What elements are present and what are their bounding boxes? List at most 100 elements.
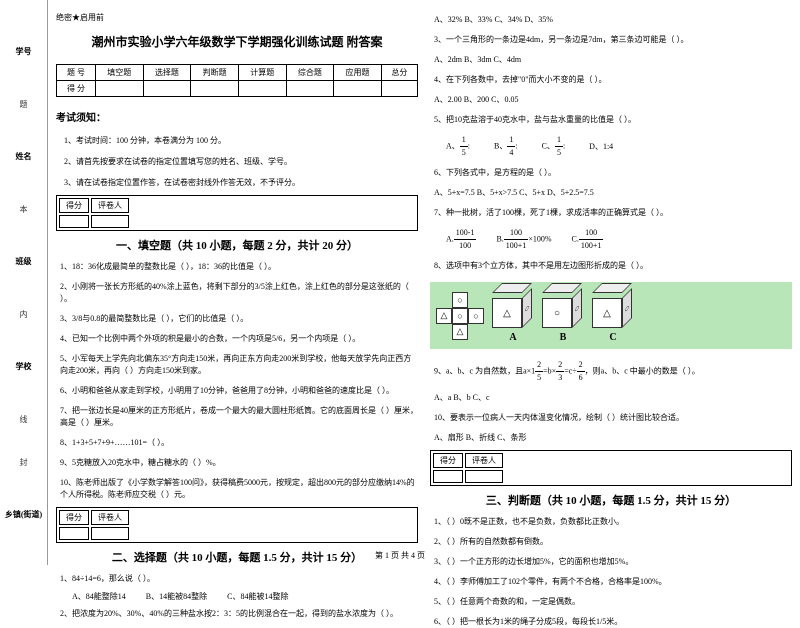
- opt: C、84能被14整除: [227, 591, 288, 602]
- question: 7、种一批树，活了100棵，死了1棵，求成活率的正确算式是（ ）。: [430, 207, 792, 219]
- question: 7、把一张边长是40厘米的正方形纸片，卷成一个最大的最大圆柱形纸筒。它的底面周长…: [56, 405, 418, 429]
- cube-top: [542, 283, 582, 293]
- denominator: 100: [454, 240, 477, 252]
- cube-b: ○○: [542, 288, 584, 330]
- colon: :: [563, 141, 565, 150]
- score-header: 判断题: [191, 65, 239, 81]
- cube-label: A: [492, 332, 534, 343]
- question: 3、3/8与0.8的最简整数比是（ ），它们的比值是（ ）。: [56, 313, 418, 325]
- opt-c-frac: C.100100+1: [572, 227, 604, 252]
- page-footer: 第 1 页 共 4 页: [0, 550, 800, 561]
- opt-label: A、: [446, 141, 460, 150]
- opt-label: C、: [542, 141, 555, 150]
- opt-b-frac: B.100100+1×100%: [496, 227, 551, 252]
- cube-front: △: [492, 298, 522, 328]
- section-score-box: 得分评卷人: [56, 507, 418, 543]
- section1-title: 一、填空题（共 10 小题，每题 2 分，共计 20 分）: [56, 237, 418, 253]
- cube-front: ○: [542, 298, 572, 328]
- question: 1、（ ）0既不是正数，也不是负数，负数都比正数小。: [430, 516, 792, 528]
- margin-dash: 本: [18, 205, 29, 213]
- opt-a: A、15:: [446, 134, 470, 159]
- score-label: 得分: [433, 453, 463, 468]
- score-header: 应用题: [334, 65, 382, 81]
- numerator: 2: [535, 359, 543, 372]
- score-header: 计算题: [238, 65, 286, 81]
- score-cell: [381, 81, 417, 97]
- fraction: 15: [460, 134, 468, 159]
- grader-label: 评卷人: [91, 510, 129, 525]
- question: 10、要表示一位病人一天内体温变化情况，绘制（ ）统计图比较合适。: [430, 412, 792, 424]
- main-content: 绝密★启用前 潮州市实验小学六年级数学下学期强化训练试题 附答案 题 号 填空题…: [48, 0, 800, 565]
- notice-item: 2、请首先按要求在试卷的指定位置填写您的姓名、班级、学号。: [56, 156, 418, 167]
- right-column: A、32% B、33% C、34% D、35% 3、一个三角形的一条边是4dm，…: [430, 12, 792, 553]
- score-cell: 得 分: [57, 81, 96, 97]
- denominator: 5: [555, 147, 563, 159]
- exam-title: 潮州市实验小学六年级数学下学期强化训练试题 附答案: [56, 33, 418, 50]
- score-cell: [238, 81, 286, 97]
- notice-title: 考试须知：: [56, 109, 418, 124]
- cube-a-wrap: ○△A: [492, 288, 534, 343]
- opt: A、84能整除14: [72, 591, 126, 602]
- denominator: 100+1: [504, 240, 529, 252]
- score-blank: [59, 527, 89, 540]
- grader-blank: [91, 527, 129, 540]
- cube-net: ○ △○○ △: [436, 292, 484, 340]
- question-cont: A、32% B、33% C、34% D、35%: [430, 14, 792, 26]
- secret-tag: 绝密★启用前: [56, 12, 418, 23]
- question: 4、（ ）李师傅加工了102个零件，有两个不合格，合格率是100%。: [430, 576, 792, 588]
- fraction: 26: [577, 359, 585, 384]
- question: 5、把10克盐溶于40克水中，盐与盐水重量的比值是（ ）。: [430, 114, 792, 126]
- margin-label: 班级: [16, 256, 32, 267]
- question: 4、已知一个比例中两个外项的积是最小的合数，一个内项是5/6，另一个内项是（ ）…: [56, 333, 418, 345]
- fraction: 25: [535, 359, 543, 384]
- score-blank: [433, 470, 463, 483]
- fraction: 100100+1: [504, 227, 529, 252]
- grader-label: 评卷人: [465, 453, 503, 468]
- net-empty: [468, 324, 484, 340]
- score-label: 得分: [59, 510, 89, 525]
- question: 5、（ ）任意两个奇数的和，一定是偶数。: [430, 596, 792, 608]
- opt-c: C、15:: [542, 134, 566, 159]
- score-header: 选择题: [143, 65, 191, 81]
- net-face: ○: [452, 308, 468, 324]
- left-column: 绝密★启用前 潮州市实验小学六年级数学下学期强化训练试题 附答案 题 号 填空题…: [56, 12, 418, 553]
- margin-dash: 题: [18, 100, 29, 108]
- q9-end: ，则a、b、c 中最小的数是（ ）。: [585, 366, 700, 375]
- options: A、扇形 B、折线 C、条形: [430, 432, 792, 444]
- question: 5、小军每天上学先向北偏东35°方向走150米，再向正东方向走200米到学校，他…: [56, 353, 418, 377]
- q9-mid: =b×: [543, 366, 556, 375]
- denominator: 5: [460, 147, 468, 159]
- cube-side: ○: [622, 288, 632, 328]
- question: 1、84÷14=6，那么说（ ）。: [56, 573, 418, 585]
- question: 6、小明和爸爸从家走到学校，小明用了10分钟，爸爸用了8分钟，小明和爸爸的速度比…: [56, 385, 418, 397]
- cube-top: [492, 283, 532, 293]
- opt-a-frac: A.100-1100: [446, 227, 476, 252]
- score-header: 综合题: [286, 65, 334, 81]
- net-face: △: [436, 308, 452, 324]
- numerator: 100: [504, 227, 529, 240]
- options: A.100-1100 B.100100+1×100% C.100100+1: [430, 227, 792, 252]
- score-blank: [59, 215, 89, 228]
- numerator: 2: [577, 359, 585, 372]
- question: 9、a、b、c 为自然数，且a×125=b×23=c÷26，则a、b、c 中最小…: [430, 359, 792, 384]
- mult-text: ×100%: [528, 234, 551, 243]
- margin-dash: 封: [18, 458, 29, 466]
- options: A、a B、b C、c: [430, 392, 792, 404]
- numerator: 100: [579, 227, 604, 240]
- score-cell: [334, 81, 382, 97]
- notice-item: 3、请在试卷指定位置作答，在试卷密封线外作答无效，不予评分。: [56, 177, 418, 188]
- net-empty: [436, 324, 452, 340]
- options: A、2.00 B、200 C、0.05: [430, 94, 792, 106]
- fraction: 15: [555, 134, 563, 159]
- score-cell: [286, 81, 334, 97]
- colon: :: [468, 141, 470, 150]
- score-cell: [95, 81, 143, 97]
- margin-dash: 线: [18, 415, 29, 423]
- net-empty: [468, 292, 484, 308]
- numerator: 1: [555, 134, 563, 147]
- question: 6、下列各式中，是方程的是（ ）。: [430, 167, 792, 179]
- options: A、2dm B、3dm C、4dm: [430, 54, 792, 66]
- net-face: ○: [468, 308, 484, 324]
- section-score-box: 得分评卷人: [430, 450, 792, 486]
- question: 3、一个三角形的一条边是4dm，另一条边是7dm，第三条边可能是（ ）。: [430, 34, 792, 46]
